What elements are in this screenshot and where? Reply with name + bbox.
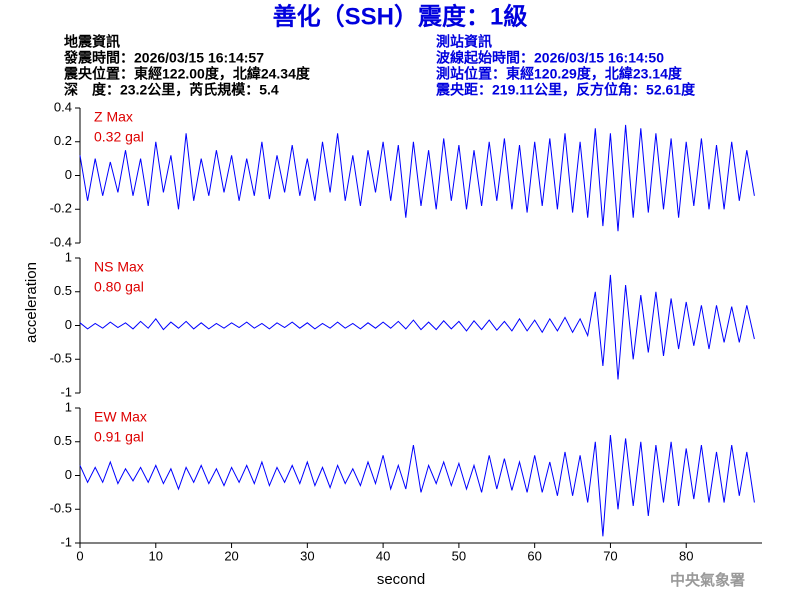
x-tick-label: 50 [452, 548, 466, 563]
x-axis-label: second [377, 571, 425, 588]
y-tick-label: -0.5 [50, 501, 72, 516]
x-tick-label: 60 [527, 548, 541, 563]
y-tick-label: 1 [65, 399, 72, 414]
info-line: 測站位置：東經120.29度，北緯23.14度 [436, 66, 683, 82]
y-tick-label: -0.2 [50, 201, 72, 216]
annotation: Z Max [94, 109, 133, 125]
annotation: 0.91 gal [94, 429, 144, 445]
y-axis-label: acceleration [23, 262, 40, 343]
x-tick-label: 0 [76, 548, 83, 563]
info-line: 震央位置：東經122.00度，北緯24.34度 [63, 66, 311, 82]
info-line: 波線起始時間：2026/03/15 16:14:50 [436, 50, 664, 66]
y-tick-label: 0.5 [54, 283, 72, 298]
y-tick-label: -0.4 [50, 234, 72, 249]
y-tick-label: 0 [65, 167, 72, 182]
y-tick-label: 0 [65, 467, 72, 482]
footer: 中央氣象署 [670, 571, 745, 589]
waveform [79, 124, 755, 232]
chart-title: 善化（SSH）震度：1級 [273, 2, 528, 30]
x-tick-label: 10 [149, 548, 163, 563]
info-line: 深 度：23.2公里，芮氏規模：5.4 [64, 82, 279, 98]
annotation: 0.80 gal [94, 279, 144, 295]
x-tick-label: 40 [376, 548, 390, 563]
y-tick-label: -1 [60, 534, 72, 549]
x-tick-label: 30 [300, 548, 314, 563]
x-tick-label: 80 [679, 548, 693, 563]
waveform [79, 434, 755, 537]
y-tick-label: 0.4 [54, 99, 72, 114]
y-tick-label: 0.5 [54, 433, 72, 448]
y-tick-label: -0.5 [50, 351, 72, 366]
y-tick-label: 0.2 [54, 133, 72, 148]
y-tick-label: 0 [65, 317, 72, 332]
x-tick-label: 70 [603, 548, 617, 563]
info-line: 測站資訊 [436, 34, 492, 50]
y-tick-label: -1 [60, 384, 72, 399]
info-line: 地震資訊 [64, 34, 120, 50]
annotation: EW Max [94, 409, 147, 425]
x-tick-label: 20 [224, 548, 238, 563]
waveform [79, 274, 755, 380]
info-line: 發震時間：2026/03/15 16:14:57 [63, 50, 264, 66]
annotation: NS Max [94, 259, 144, 275]
y-tick-label: 1 [65, 249, 72, 264]
info-line: 震央距：219.11公里，反方位角：52.61度 [435, 82, 696, 98]
annotation: 0.32 gal [94, 129, 144, 145]
